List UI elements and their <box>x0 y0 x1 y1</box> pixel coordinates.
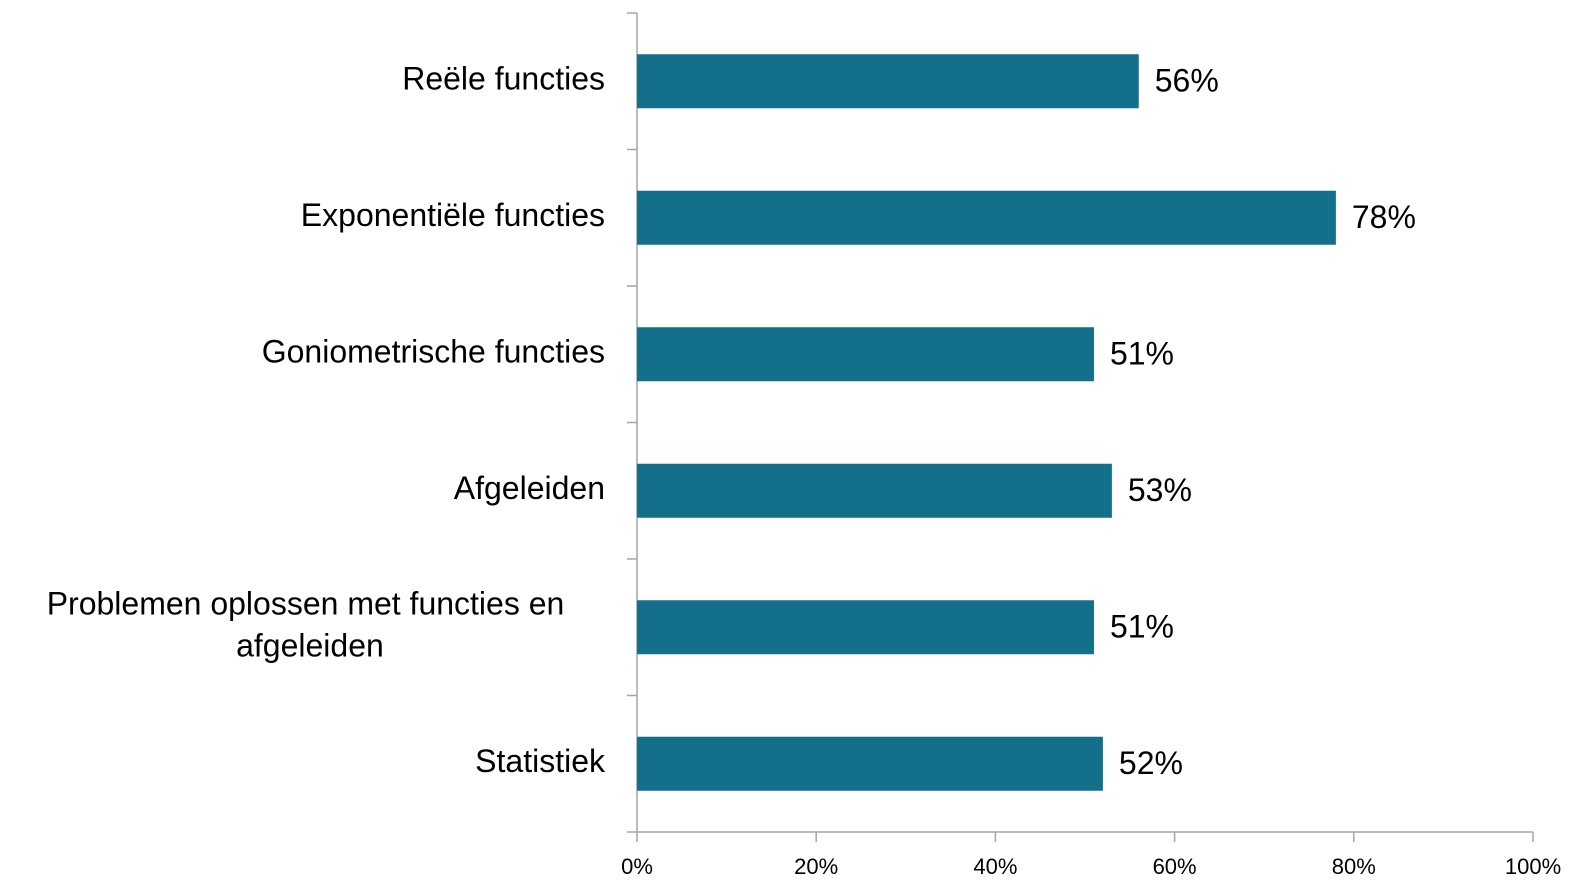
value-label: 53% <box>1128 472 1192 508</box>
bar <box>637 54 1139 109</box>
value-label: 51% <box>1110 609 1174 645</box>
category-label: Statistiek <box>475 743 606 779</box>
category-label: Exponentiële functies <box>301 197 605 233</box>
value-label: 51% <box>1110 336 1174 372</box>
value-label: 78% <box>1352 199 1416 235</box>
bar <box>637 736 1103 791</box>
bar <box>637 463 1112 518</box>
value-label: 56% <box>1155 63 1219 99</box>
bar <box>637 190 1336 245</box>
category-label: Afgeleiden <box>454 470 605 506</box>
value-label: 52% <box>1119 745 1183 781</box>
category-label: Goniometrische functies <box>262 334 605 370</box>
x-tick-label: 20% <box>794 854 838 879</box>
category-label: Problemen oplossen met functies en afgel… <box>47 586 565 664</box>
x-tick-label: 0% <box>621 854 653 879</box>
bar <box>637 327 1094 382</box>
x-tick-label: 60% <box>1153 854 1197 879</box>
category-label: Reële functies <box>402 61 605 97</box>
x-tick-label: 40% <box>973 854 1017 879</box>
x-tick-label: 100% <box>1505 854 1561 879</box>
x-tick-label: 80% <box>1332 854 1376 879</box>
bar <box>637 600 1094 655</box>
